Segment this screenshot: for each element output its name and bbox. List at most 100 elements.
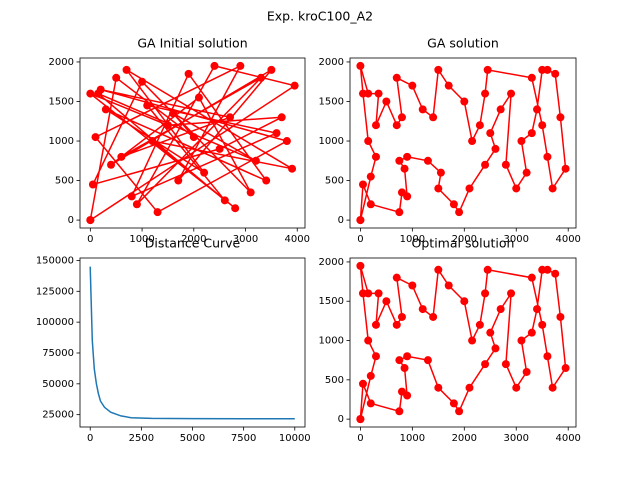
city-marker xyxy=(501,160,510,169)
x-tick-label: 3000 xyxy=(504,433,529,444)
city-marker xyxy=(91,133,100,142)
y-tick-label: 0 xyxy=(338,215,344,226)
city-marker xyxy=(356,216,365,225)
y-tick-label: 1000 xyxy=(49,136,74,147)
y-tick-label: 2000 xyxy=(319,57,344,68)
city-marker xyxy=(491,344,500,353)
city-marker xyxy=(371,320,380,329)
y-tick-label: 2000 xyxy=(49,57,74,68)
y-tick-label: 1000 xyxy=(319,336,344,347)
city-marker xyxy=(460,297,469,306)
city-marker xyxy=(548,383,557,392)
y-tick-label: 75000 xyxy=(42,348,74,359)
city-marker xyxy=(200,168,209,177)
y-tick-label: 50000 xyxy=(42,379,74,390)
city-marker xyxy=(143,101,152,110)
city-marker xyxy=(86,216,95,225)
axes-frame xyxy=(349,57,577,229)
subplot-title: Distance Curve xyxy=(145,236,241,251)
city-marker xyxy=(551,269,560,278)
city-marker xyxy=(358,89,367,98)
x-tick-label: 0 xyxy=(357,234,363,245)
city-marker xyxy=(267,65,276,74)
city-marker xyxy=(366,172,375,181)
city-marker xyxy=(371,121,380,130)
city-marker xyxy=(561,164,570,173)
y-tick-label: 25000 xyxy=(42,410,74,421)
city-marker xyxy=(358,289,367,298)
city-marker xyxy=(455,208,464,217)
city-marker xyxy=(132,200,141,209)
y-tick-label: 0 xyxy=(68,215,74,226)
city-marker xyxy=(512,383,521,392)
city-marker xyxy=(88,180,97,189)
city-marker xyxy=(522,367,531,376)
city-marker xyxy=(403,152,412,161)
y-tick-label: 500 xyxy=(325,375,344,386)
city-marker xyxy=(408,281,417,290)
city-marker xyxy=(251,156,260,165)
city-marker xyxy=(481,360,490,369)
city-marker xyxy=(527,129,536,138)
y-tick-label: 0 xyxy=(338,414,344,425)
city-marker xyxy=(455,407,464,416)
city-marker xyxy=(512,184,521,193)
city-marker xyxy=(434,383,443,392)
city-marker xyxy=(543,152,552,161)
city-marker xyxy=(483,265,492,274)
y-tick-label: 125000 xyxy=(36,286,74,297)
city-marker xyxy=(418,105,427,114)
x-tick-label: 4000 xyxy=(555,234,580,245)
y-tick-label: 1500 xyxy=(319,296,344,307)
city-marker xyxy=(189,133,198,142)
y-tick-label: 1500 xyxy=(49,96,74,107)
city-marker xyxy=(418,305,427,314)
axes-frame xyxy=(79,57,306,229)
city-marker xyxy=(358,379,367,388)
city-marker xyxy=(481,160,490,169)
city-marker xyxy=(374,89,383,98)
city-marker xyxy=(210,61,219,70)
city-marker xyxy=(491,144,500,153)
city-marker xyxy=(184,69,193,78)
city-marker xyxy=(392,121,401,130)
city-marker xyxy=(496,305,505,314)
city-marker xyxy=(449,200,458,209)
x-tick-label: 2500 xyxy=(129,433,154,444)
city-marker xyxy=(543,65,552,74)
city-marker xyxy=(395,356,404,365)
x-tick-label: 3000 xyxy=(504,234,529,245)
city-marker xyxy=(371,352,380,361)
city-marker xyxy=(395,208,404,217)
y-tick-label: 500 xyxy=(325,176,344,187)
x-tick-label: 10000 xyxy=(279,433,311,444)
x-tick-label: 2000 xyxy=(181,234,206,245)
city-marker xyxy=(395,407,404,416)
city-marker xyxy=(122,65,131,74)
city-marker xyxy=(231,204,240,213)
city-marker xyxy=(397,113,406,122)
city-marker xyxy=(538,320,547,329)
x-tick-label: 4000 xyxy=(285,234,310,245)
city-marker xyxy=(434,184,443,193)
subplot-title: GA Initial solution xyxy=(137,36,247,51)
city-marker xyxy=(517,336,526,345)
axes-frame xyxy=(349,257,577,428)
city-marker xyxy=(364,137,373,146)
city-marker xyxy=(551,69,560,78)
city-marker xyxy=(517,137,526,146)
city-marker xyxy=(358,180,367,189)
city-marker xyxy=(169,109,178,118)
city-marker xyxy=(374,289,383,298)
city-marker xyxy=(366,399,375,408)
city-marker xyxy=(556,312,565,321)
city-marker xyxy=(486,129,495,138)
x-tick-label: 1000 xyxy=(400,433,425,444)
city-marker xyxy=(174,176,183,185)
city-marker xyxy=(423,156,432,165)
city-marker xyxy=(527,273,536,282)
city-marker xyxy=(392,320,401,329)
city-marker xyxy=(262,176,271,185)
city-marker xyxy=(395,156,404,165)
city-marker xyxy=(272,129,281,138)
